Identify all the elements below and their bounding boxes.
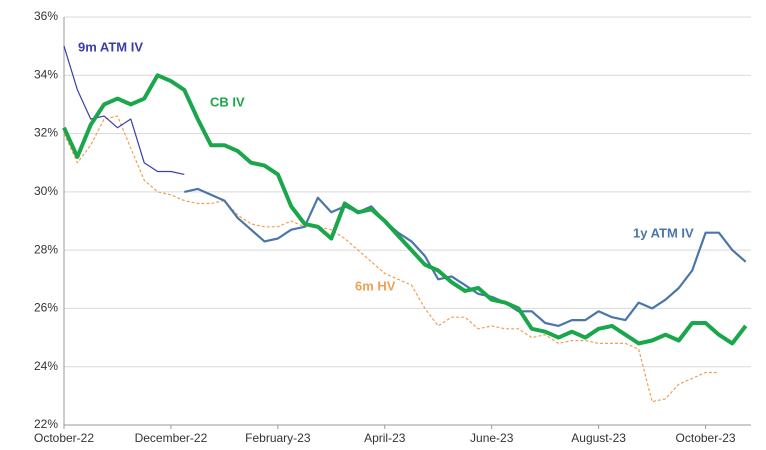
y-tick-label: 30% (34, 184, 58, 198)
x-tick-label: June-23 (470, 431, 514, 445)
y-tick-label: 34% (34, 67, 58, 81)
x-tick-label: October-22 (34, 431, 94, 445)
series-label: CB IV (210, 94, 245, 109)
y-tick-label: 22% (34, 417, 58, 431)
x-tick-label: April-23 (364, 431, 406, 445)
y-tick-label: 36% (34, 9, 58, 23)
series-line (184, 187, 747, 327)
series-label: 1y ATM IV (633, 225, 694, 240)
y-tick-label: 32% (34, 126, 58, 140)
series-line (63, 45, 185, 175)
series-line (62, 73, 748, 346)
y-tick-label: 28% (34, 242, 58, 256)
x-tick-label: December-22 (135, 431, 208, 445)
series-label: 9m ATM IV (78, 39, 143, 54)
series-label: 6m HV (355, 278, 396, 293)
x-tick-label: February-23 (245, 431, 311, 445)
y-tick-label: 26% (34, 301, 58, 315)
y-tick-label: 24% (34, 359, 58, 373)
x-tick-label: October-23 (676, 431, 736, 445)
series-line (63, 115, 719, 403)
x-tick-label: August-23 (571, 431, 626, 445)
